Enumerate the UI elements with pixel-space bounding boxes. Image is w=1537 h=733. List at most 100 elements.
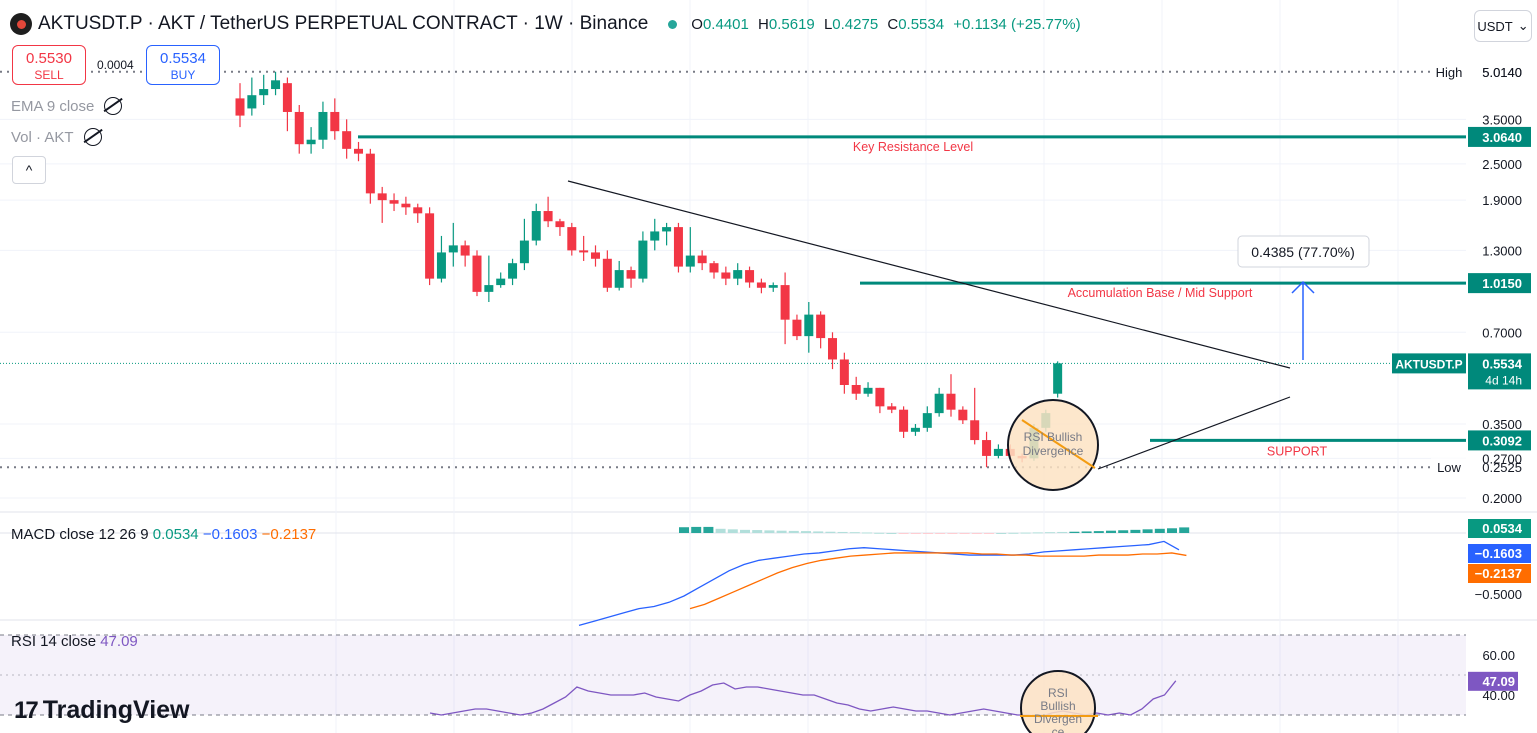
buy-button[interactable]: 0.5534 BUY [146, 45, 220, 85]
rsi-legend[interactable]: RSI 14 close 47.09 [11, 633, 138, 650]
low-value: 0.2525 [1482, 460, 1522, 475]
macd-label: MACD close 12 26 9 [11, 526, 149, 543]
ascending-trendline [1097, 396, 1291, 470]
candle [484, 255, 494, 303]
macd-histogram-bar [1179, 527, 1190, 533]
sell-label: SELL [34, 68, 64, 82]
candle-body [436, 252, 446, 279]
collapse-legend-button[interactable]: ^ [12, 156, 46, 184]
eye-hidden-icon[interactable] [83, 128, 102, 146]
symbol-tag-text: AKTUSDT.P [1395, 357, 1462, 371]
candle [496, 272, 506, 288]
candle-body [531, 211, 541, 241]
candle [709, 260, 719, 279]
sell-price: 0.5530 [26, 50, 72, 67]
buy-label: BUY [170, 68, 196, 82]
candle-body [354, 148, 363, 154]
eye-hidden-icon[interactable] [104, 97, 123, 115]
candle [389, 193, 399, 212]
symbol-title[interactable]: AKTUSDT.P · AKT / TetherUS PERPETUAL CON… [38, 13, 649, 34]
price-tick-label: 0.2000 [1482, 491, 1522, 506]
candle [792, 314, 802, 341]
candle [614, 260, 624, 291]
candle-body [638, 240, 648, 279]
candle-body [970, 420, 980, 441]
price-tick-label: 0.3500 [1482, 417, 1522, 432]
macd-histogram-bar [935, 533, 946, 534]
candle [756, 278, 766, 294]
tradingview-logo[interactable]: 17 TradingView [14, 696, 190, 725]
rsi-label: RSI 14 close [11, 633, 97, 650]
price-tick-label: 1.9000 [1482, 193, 1522, 208]
sell-button[interactable]: 0.5530 SELL [12, 45, 86, 85]
candle [365, 148, 375, 204]
candle-body [828, 338, 837, 360]
divergence-label: RSI Bullish Divergence [1023, 430, 1084, 458]
candle [685, 227, 695, 273]
target-arrow-head [1291, 280, 1315, 294]
candle [934, 387, 944, 417]
candle [591, 245, 600, 267]
rsi-divergence-circle [1020, 670, 1096, 733]
macd-histogram-bar [715, 528, 726, 533]
candle-body [745, 270, 755, 283]
candle [650, 218, 660, 251]
price-tick-label: 0.2700 [1482, 451, 1522, 466]
candle [875, 387, 885, 414]
candle-body [282, 83, 292, 112]
candle-body [887, 406, 897, 410]
macd-tick-label: −0.5000 [1475, 587, 1522, 602]
rsi-value: 47.09 [100, 633, 138, 650]
candle [271, 71, 281, 96]
candle [247, 77, 257, 116]
candle [816, 311, 826, 349]
macd-histogram-bar [996, 533, 1007, 534]
low-label: Low [1437, 460, 1461, 475]
candlesticks [235, 71, 1063, 468]
macd-value-tag [1468, 519, 1531, 538]
macd-histogram-bar [862, 532, 872, 534]
candle-body [863, 387, 873, 394]
candle [531, 203, 541, 246]
currency-label: USDT [1477, 18, 1513, 34]
macd-histogram-bar [764, 530, 775, 533]
target-box-text: 0.4385 (77.70%) [1251, 244, 1355, 260]
candle [354, 141, 363, 162]
macd-histogram-bar [886, 533, 897, 534]
candle [543, 196, 553, 228]
chevron-up-icon: ^ [25, 162, 33, 178]
divergence-label-line: RSI Bullish [1024, 430, 1083, 444]
tradingview-mark-icon: 17 [14, 696, 39, 724]
candle [377, 186, 387, 223]
price-tick-label: 3.5000 [1482, 112, 1522, 127]
candle-body [804, 314, 814, 337]
candle [1053, 361, 1063, 398]
candle [922, 406, 932, 432]
level-annotation-label: Accumulation Base / Mid Support [1068, 286, 1253, 300]
candle [697, 250, 707, 271]
candle [733, 263, 743, 286]
volume-label: Vol · AKT [11, 128, 74, 146]
candle [626, 266, 636, 288]
descending-trendline [567, 180, 1291, 369]
macd-histogram-bar [1154, 528, 1165, 533]
candle-body [993, 448, 1003, 456]
volume-indicator-legend[interactable]: Vol · AKT [11, 128, 102, 146]
candle-body [721, 272, 731, 279]
currency-selector[interactable]: USDT ⌄ [1474, 10, 1532, 42]
chevron-down-icon: ⌄ [1517, 18, 1529, 33]
candle-body [271, 80, 281, 90]
bar-countdown: 4d 14h [1485, 373, 1522, 387]
candle-body [851, 384, 861, 394]
candle-body [1053, 363, 1063, 394]
macd-histogram-bar [740, 529, 750, 533]
macd-histogram-bar [849, 532, 860, 534]
macd-legend[interactable]: MACD close 12 26 9 0.0534 −0.1603 −0.213… [11, 526, 316, 543]
close-label: C [887, 15, 899, 33]
ema-indicator-legend[interactable]: EMA 9 close [11, 97, 123, 115]
candle-body [401, 203, 411, 208]
rsi-divergence-label-line: ce [1052, 725, 1065, 733]
candle [768, 282, 778, 292]
candle-body [365, 153, 375, 194]
